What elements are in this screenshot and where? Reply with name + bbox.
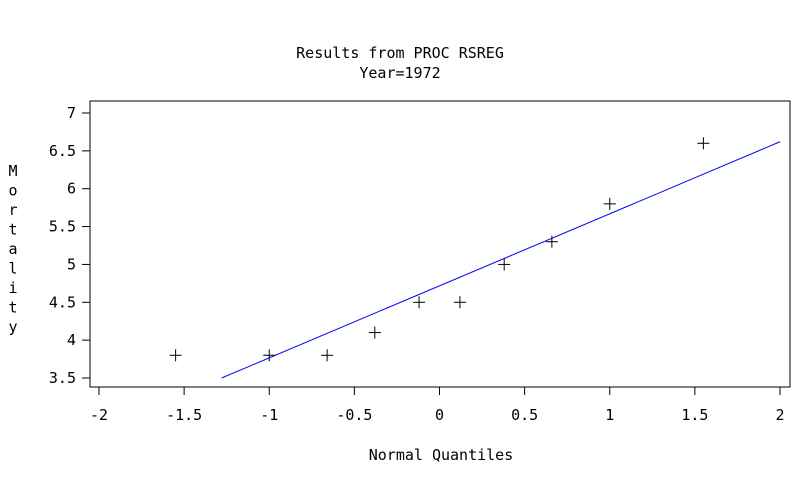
x-axis: -2 -1.5 -1 -0.5 0 0.5 1 1.5 2: [90, 387, 785, 424]
y-tick-label: 6.5: [49, 142, 76, 160]
y-tick-label: 3.5: [49, 369, 76, 387]
fit-line: [221, 141, 781, 379]
y-label-letter: r: [8, 201, 17, 219]
plot-frame: [89, 100, 791, 388]
data-point: [263, 349, 276, 362]
data-point: [603, 197, 616, 210]
y-label-letter: t: [8, 221, 17, 239]
x-tick-label: -2: [90, 406, 108, 424]
x-tick-label: 2: [775, 406, 784, 424]
y-label-letter: i: [8, 279, 17, 297]
y-tick-label: 5: [67, 255, 76, 273]
chart-subtitle: Year=1972: [359, 64, 440, 82]
x-axis-label: Normal Quantiles: [369, 446, 514, 464]
y-label-letter: o: [8, 182, 17, 200]
y-tick-label: 5.5: [49, 218, 76, 236]
x-tick-label: -0.5: [336, 406, 372, 424]
y-tick-label: 4: [67, 331, 76, 349]
y-label-letter: l: [8, 260, 17, 278]
y-axis: 3.5 4 4.5 5 5.5 6 6.5 7: [49, 104, 90, 387]
data-point: [368, 326, 381, 339]
fit-line-group: [221, 141, 781, 379]
y-label-letter: t: [8, 299, 17, 317]
x-tick-label: -1.5: [166, 406, 202, 424]
data-point: [545, 235, 558, 248]
y-label-letter: y: [8, 318, 17, 336]
points-group: [169, 137, 710, 362]
data-point: [413, 296, 426, 309]
y-tick-label: 7: [67, 104, 76, 122]
x-tick-label: -1: [260, 406, 278, 424]
y-label-letter: M: [8, 162, 17, 180]
chart-title: Results from PROC RSREG: [296, 44, 504, 62]
y-tick-label: 6: [67, 180, 76, 198]
x-tick-label: 1.5: [681, 406, 708, 424]
data-point: [498, 258, 511, 271]
y-tick-label: 4.5: [49, 293, 76, 311]
data-point: [321, 349, 334, 362]
y-label-letter: a: [8, 240, 17, 258]
x-tick-label: 0.5: [511, 406, 538, 424]
data-point: [169, 349, 182, 362]
data-point: [697, 137, 710, 150]
x-tick-label: 0: [435, 406, 444, 424]
x-tick-label: 1: [605, 406, 614, 424]
data-point: [453, 296, 466, 309]
